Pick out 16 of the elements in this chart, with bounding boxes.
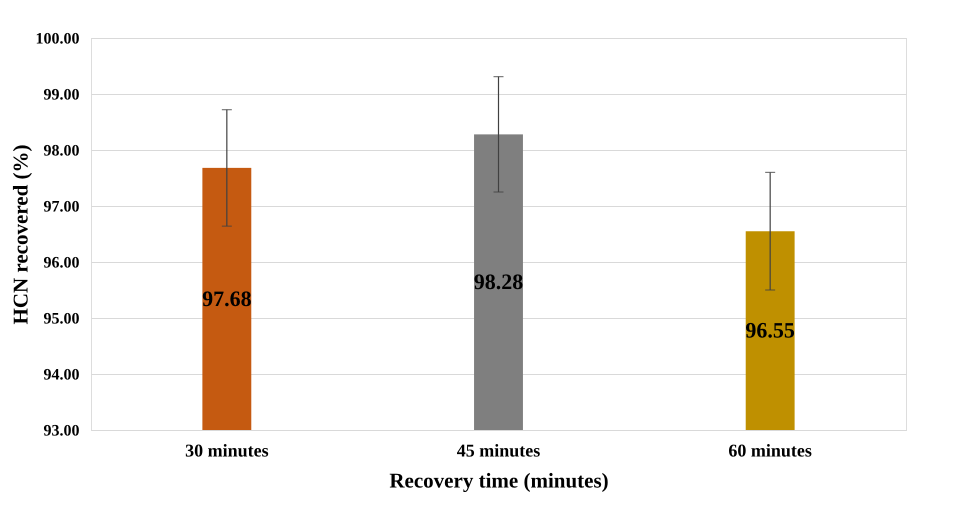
x-tick-label: 30 minutes — [185, 440, 269, 460]
x-axis-title: Recovery time (minutes) — [389, 468, 609, 492]
x-tick-label: 60 minutes — [728, 440, 812, 460]
x-tick-label: 45 minutes — [456, 440, 540, 460]
y-tick-label: 95.00 — [44, 310, 80, 328]
y-tick-label: 96.00 — [44, 254, 80, 272]
y-tick-label: 99.00 — [44, 86, 80, 104]
y-tick-label: 100.00 — [36, 30, 80, 48]
y-tick-label: 97.00 — [44, 198, 80, 216]
data-label: 97.68 — [202, 286, 252, 311]
data-label: 98.28 — [474, 269, 524, 294]
y-tick-label: 94.00 — [44, 366, 80, 384]
y-tick-label: 93.00 — [44, 422, 80, 440]
y-axis-title: HCN recovered (%) — [8, 144, 32, 324]
data-label: 96.55 — [745, 318, 795, 343]
y-tick-label: 98.00 — [44, 142, 80, 160]
